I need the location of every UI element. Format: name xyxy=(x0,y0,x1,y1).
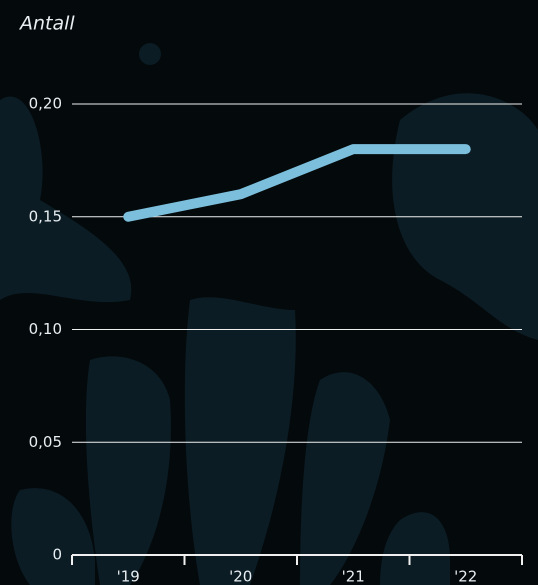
y-tick-label: 0,20 xyxy=(29,95,62,113)
y-tick-label: 0,10 xyxy=(29,320,62,338)
y-tick-label: 0,15 xyxy=(29,207,62,225)
y-axis-label: Antall xyxy=(18,13,75,35)
y-tick-label: 0 xyxy=(52,546,62,564)
x-tick-label: '21 xyxy=(342,568,365,585)
data-line xyxy=(123,144,471,222)
x-tick-label: '20 xyxy=(229,568,252,585)
y-tick-label: 0,05 xyxy=(29,433,62,451)
decoration xyxy=(0,43,538,585)
x-tick-label: '22 xyxy=(454,568,477,585)
x-tick-label: '19 xyxy=(117,568,140,585)
